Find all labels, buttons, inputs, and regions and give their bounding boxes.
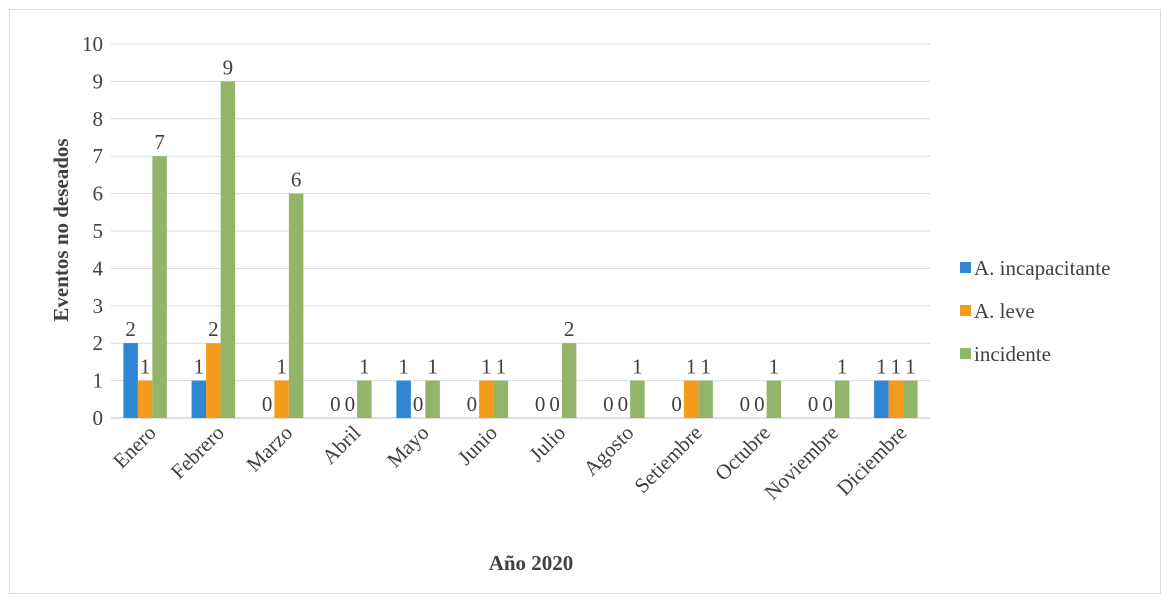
bar	[698, 380, 713, 418]
chart-area	[9, 9, 1161, 594]
data-label: 1	[769, 355, 780, 379]
bars	[123, 81, 918, 419]
gridlines	[111, 43, 930, 419]
x-tick-label: Diciembre	[832, 421, 912, 501]
bar	[834, 380, 850, 418]
data-label: 6	[291, 168, 302, 192]
x-tick-label: Febrero	[166, 421, 229, 484]
y-tick-label: 4	[93, 256, 104, 280]
bar	[630, 380, 645, 418]
data-label: 0	[808, 392, 819, 416]
bar	[479, 380, 494, 418]
data-label: 1	[837, 355, 848, 379]
bar	[288, 193, 304, 418]
data-label: 1	[632, 355, 643, 379]
bar	[220, 81, 236, 419]
data-label: 9	[223, 55, 234, 79]
data-label: 1	[398, 355, 409, 379]
data-label: 0	[467, 392, 478, 416]
data-label: 0	[413, 392, 424, 416]
data-label: 1	[140, 355, 151, 379]
data-label: 1	[876, 355, 887, 379]
x-tick-label: Marzo	[241, 421, 297, 477]
y-tick-label: 2	[93, 331, 104, 355]
x-tick-label: Mayo	[382, 421, 434, 473]
data-label: 0	[535, 392, 546, 416]
legend-label: A. incapacitante	[974, 256, 1110, 280]
data-label: 2	[125, 317, 136, 341]
bar	[561, 343, 577, 418]
y-tick-label: 10	[82, 32, 103, 56]
y-tick-label: 8	[93, 107, 104, 131]
legend-label: incidente	[974, 342, 1051, 366]
data-label: 0	[740, 392, 751, 416]
y-axis-title: Eventos no deseados	[49, 138, 73, 321]
data-label: 0	[822, 392, 833, 416]
x-tick-label: Noviembre	[759, 421, 843, 505]
bar	[357, 380, 372, 418]
y-tick-label: 7	[93, 144, 104, 168]
data-label: 0	[330, 392, 341, 416]
data-label: 1	[276, 355, 287, 379]
bar	[683, 380, 699, 418]
data-label: 1	[359, 355, 370, 379]
data-label: 1	[481, 355, 492, 379]
bar	[874, 380, 889, 418]
bar	[766, 380, 782, 418]
x-tick-label: Agosto	[579, 421, 639, 481]
data-label: 1	[194, 355, 205, 379]
bar	[493, 380, 509, 418]
bar	[274, 380, 289, 418]
legend-swatch	[960, 262, 971, 273]
data-label: 0	[618, 392, 629, 416]
bar	[137, 380, 153, 418]
x-tick-label: Abril	[317, 420, 365, 468]
y-tick-label: 5	[93, 219, 104, 243]
x-tick-label: Enero	[108, 421, 160, 473]
y-tick-label: 0	[93, 406, 104, 430]
x-tick-label: Octubre	[710, 421, 775, 486]
data-label: 1	[496, 355, 507, 379]
data-label: 0	[754, 392, 765, 416]
data-label: 2	[208, 317, 219, 341]
x-tick-label: Setiembre	[629, 421, 706, 498]
bar	[123, 343, 138, 418]
legend-label: A. leve	[974, 299, 1035, 323]
y-axis-ticks: 0 1 2 3 4 5 6 7 8 9 10	[82, 32, 104, 430]
data-label: 1	[905, 355, 916, 379]
x-axis-ticks: Enero Febrero Marzo Abril Mayo Junio Julio Agos…	[108, 420, 911, 504]
bar	[888, 380, 904, 418]
data-label: 0	[671, 392, 682, 416]
bar	[206, 343, 221, 418]
x-tick-label: Julio	[524, 421, 570, 467]
y-tick-label: 1	[93, 369, 104, 393]
bar	[425, 380, 440, 418]
y-tick-label: 6	[93, 182, 104, 206]
data-label: 1	[891, 355, 902, 379]
y-tick-label: 9	[93, 69, 104, 93]
data-label: 0	[262, 392, 273, 416]
data-label: 2	[564, 317, 575, 341]
data-label: 1	[427, 355, 438, 379]
data-label: 1	[700, 355, 711, 379]
bar	[903, 380, 918, 418]
y-tick-label: 3	[93, 294, 104, 318]
legend: A. incapacitante A. leve incidente	[960, 256, 1110, 366]
data-label: 0	[345, 392, 356, 416]
bar	[191, 380, 207, 418]
x-axis-title: Año 2020	[489, 551, 574, 575]
legend-swatch	[960, 348, 971, 359]
data-label: 7	[154, 130, 165, 154]
bar	[152, 156, 167, 418]
bar	[396, 380, 411, 418]
legend-swatch	[960, 305, 971, 316]
data-label: 0	[603, 392, 614, 416]
data-label: 1	[686, 355, 697, 379]
x-tick-label: Junio	[453, 421, 502, 470]
data-label: 0	[549, 392, 560, 416]
